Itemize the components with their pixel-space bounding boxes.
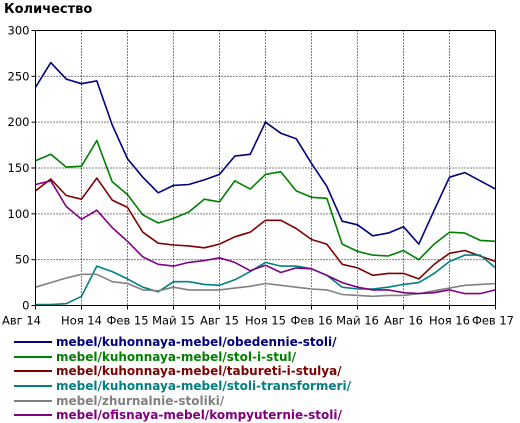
x-tick-label: Май 15 bbox=[152, 314, 195, 328]
x-tick-label: Авг 16 bbox=[384, 314, 423, 328]
x-tick-label: Ноя 14 bbox=[61, 314, 102, 328]
legend-item: mebel/kuhonnaya-mebel/stoli-transformeri… bbox=[14, 379, 351, 394]
legend-label: mebel/kuhonnaya-mebel/obedennie-stoli/ bbox=[56, 335, 337, 350]
legend-label: mebel/kuhonnaya-mebel/stol-i-stul/ bbox=[56, 349, 296, 364]
axes: 0 50 100 150 200 250 300 Авг 14 Ноя 14 Фев 15 Май … bbox=[2, 24, 514, 328]
legend-swatch bbox=[14, 341, 52, 344]
x-tick-label: Май 16 bbox=[336, 314, 379, 328]
series-line-5 bbox=[35, 180, 496, 295]
legend-swatch bbox=[14, 370, 52, 373]
legend-item: mebel/kuhonnaya-mebel/stol-i-stul/ bbox=[14, 350, 351, 365]
series-lines bbox=[34, 61, 497, 306]
line-chart: 0 50 100 150 200 250 300 Авг 14 Ноя 14 Фев 15 Май … bbox=[2, 24, 514, 328]
x-tick-label: Ноя 15 bbox=[245, 314, 286, 328]
x-tick-label: Фев 16 bbox=[290, 314, 332, 328]
legend-item: mebel/kuhonnaya-mebel/obedennie-stoli/ bbox=[14, 335, 351, 350]
legend-label: mebel/kuhonnaya-mebel/tabureti-i-stulya/ bbox=[56, 364, 342, 379]
x-tick-label: Ноя 16 bbox=[429, 314, 470, 328]
series-line-2 bbox=[35, 177, 496, 280]
y-tick-label: 50 bbox=[15, 253, 30, 267]
chart-title: Количество bbox=[4, 2, 93, 17]
legend-swatch bbox=[14, 355, 52, 358]
legend-label: mebel/ofisnaya-mebel/kompyuternie-stoli/ bbox=[56, 408, 342, 423]
x-tick-label: Фев 15 bbox=[106, 314, 148, 328]
y-tick-label: 0 bbox=[22, 299, 29, 313]
y-tick-label: 100 bbox=[8, 207, 30, 221]
legend: mebel/kuhonnaya-mebel/obedennie-stoli/me… bbox=[14, 335, 351, 423]
y-tick-label: 200 bbox=[8, 115, 30, 129]
y-tick-label: 300 bbox=[8, 24, 30, 38]
legend-swatch bbox=[14, 399, 52, 402]
y-tick-label: 150 bbox=[8, 161, 30, 175]
grid bbox=[35, 30, 496, 306]
legend-label: mebel/zhurnalnie-stoliki/ bbox=[56, 393, 225, 408]
legend-swatch bbox=[14, 414, 52, 417]
x-tick-label: Авг 14 bbox=[2, 314, 41, 328]
y-tick-label: 250 bbox=[8, 69, 30, 83]
legend-item: mebel/ofisnaya-mebel/kompyuternie-stoli/ bbox=[14, 408, 351, 423]
legend-label: mebel/kuhonnaya-mebel/stoli-transformeri… bbox=[56, 379, 351, 394]
x-tick-label: Авг 15 bbox=[200, 314, 239, 328]
series-line-0 bbox=[34, 61, 496, 245]
legend-item: mebel/kuhonnaya-mebel/tabureti-i-stulya/ bbox=[14, 364, 351, 379]
legend-item: mebel/zhurnalnie-stoliki/ bbox=[14, 393, 351, 408]
series-line-3 bbox=[35, 254, 497, 306]
x-tick-label: Фев 17 bbox=[472, 314, 514, 328]
series-line-1 bbox=[35, 139, 496, 261]
legend-swatch bbox=[14, 385, 52, 388]
